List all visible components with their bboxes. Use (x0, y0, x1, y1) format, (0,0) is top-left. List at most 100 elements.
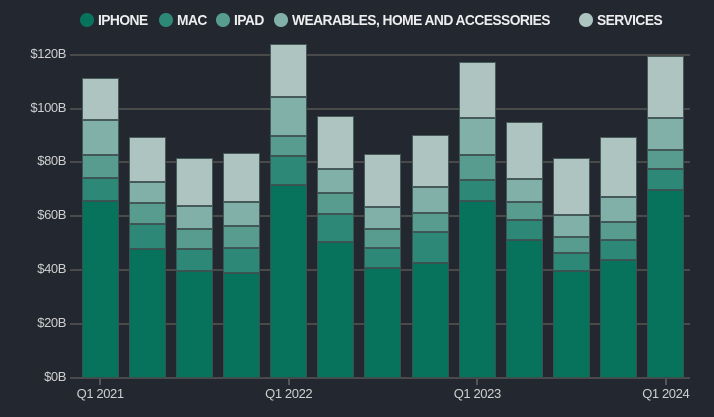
bar-segment-iphone[interactable] (128, 248, 166, 378)
legend-dot-icon (158, 13, 173, 27)
bar-segment-mac[interactable] (364, 248, 402, 269)
x-axis-tick (664, 379, 667, 385)
legend-dot-icon (273, 13, 288, 27)
x-axis-label: Q1 2024 (642, 386, 690, 401)
bar-segment-iphone[interactable] (364, 268, 402, 378)
bar-segment-ipad[interactable] (647, 150, 685, 170)
bar-segment-services[interactable] (505, 122, 543, 179)
bar-segment-services[interactable] (364, 154, 402, 208)
bar-segment-ipad[interactable] (270, 136, 308, 156)
x-axis-tick (287, 379, 290, 385)
bar-segment-wearables[interactable] (458, 118, 496, 155)
bar-segment-ipad[interactable] (128, 203, 166, 225)
bar-segment-ipad[interactable] (223, 226, 261, 249)
bar-segment-wearables[interactable] (411, 186, 449, 213)
bar-segment-wearables[interactable] (270, 96, 308, 137)
bar-segment-services[interactable] (411, 134, 449, 187)
bar-segment-wearables[interactable] (317, 169, 355, 194)
bar-segment-mac[interactable] (223, 248, 261, 274)
bar-segment-ipad[interactable] (175, 229, 213, 250)
bar-segment-wearables[interactable] (600, 197, 638, 223)
gridline (70, 377, 690, 379)
bar-segment-iphone[interactable] (411, 263, 449, 378)
bar-segment-mac[interactable] (317, 213, 355, 242)
y-axis-label: $0B (44, 369, 66, 384)
bar-segment-wearables[interactable] (553, 214, 590, 238)
bar-segment-ipad[interactable] (81, 155, 119, 178)
y-axis-label: $80B (37, 153, 66, 169)
bar-segment-services[interactable] (175, 158, 213, 206)
bar-segment-wearables[interactable] (223, 202, 261, 227)
bar-segment-services[interactable] (317, 116, 355, 170)
y-axis-label: $120B (30, 45, 66, 61)
legend-dot-icon (80, 13, 94, 27)
bar-segment-ipad[interactable] (458, 154, 496, 180)
legend-label: IPHONE (98, 11, 148, 29)
bar-segment-iphone[interactable] (223, 273, 261, 378)
bar-segment-mac[interactable] (505, 220, 543, 240)
y-axis-label: $60B (37, 207, 66, 223)
bar-segment-ipad[interactable] (411, 212, 449, 233)
legend-label: WEARABLES, HOME AND ACCESSORIES (291, 11, 550, 29)
bar-segment-mac[interactable] (270, 155, 308, 186)
bar-segment-services[interactable] (128, 136, 166, 183)
legend-label: IPAD (234, 11, 265, 29)
bar-segment-mac[interactable] (600, 239, 638, 260)
bar-segment-wearables[interactable] (128, 182, 166, 204)
legend-dot-icon (216, 13, 231, 27)
bar-segment-services[interactable] (458, 62, 496, 119)
gridline (70, 53, 690, 56)
bar-segment-services[interactable] (81, 77, 119, 121)
bar-segment-iphone[interactable] (175, 271, 213, 378)
bar-segment-wearables[interactable] (175, 205, 213, 230)
bar-segment-mac[interactable] (553, 252, 590, 272)
bar-segment-services[interactable] (270, 44, 308, 97)
bar-segment-wearables[interactable] (81, 120, 119, 156)
x-axis-label: Q1 2022 (265, 386, 313, 401)
bar-segment-mac[interactable] (647, 169, 685, 191)
bar-segment-services[interactable] (223, 153, 261, 203)
bar-segment-wearables[interactable] (647, 118, 685, 151)
bar-segment-iphone[interactable] (458, 200, 496, 378)
bar-segment-ipad[interactable] (553, 237, 590, 253)
x-axis-tick (99, 379, 102, 385)
y-axis-label: $100B (30, 99, 66, 115)
bar-segment-ipad[interactable] (600, 222, 638, 240)
legend-item: SERVICES (578, 11, 668, 29)
bar-segment-services[interactable] (647, 55, 685, 118)
bar-segment-wearables[interactable] (505, 178, 543, 203)
bar-segment-iphone[interactable] (270, 185, 308, 378)
legend-item: WEARABLES, HOME AND ACCESSORIES (273, 11, 572, 29)
bar-segment-mac[interactable] (81, 177, 119, 202)
bar-segment-iphone[interactable] (647, 190, 685, 378)
bar-segment-mac[interactable] (411, 232, 449, 264)
bar-segment-ipad[interactable] (317, 193, 355, 214)
y-axis-label: $20B (37, 315, 66, 331)
bar-segment-mac[interactable] (175, 249, 213, 272)
bar-segment-iphone[interactable] (553, 271, 590, 378)
bar-segment-iphone[interactable] (505, 239, 543, 378)
x-axis-tick (476, 379, 479, 385)
legend-label: SERVICES (596, 11, 663, 29)
bar-segment-services[interactable] (600, 137, 638, 198)
bar-segment-ipad[interactable] (364, 229, 402, 249)
bar-segment-services[interactable] (553, 157, 590, 215)
legend-item: IPHONE (80, 12, 152, 29)
legend-item: MAC (158, 11, 209, 29)
y-axis-label: $40B (37, 261, 66, 277)
legend-item: IPAD (216, 12, 266, 29)
bar-segment-wearables[interactable] (364, 207, 402, 229)
legend-label: MAC (176, 11, 207, 29)
bar-segment-iphone[interactable] (317, 241, 355, 378)
chart-legend: IPHONE MAC IPAD WEARABLES, HOME AND ACCESSO… (80, 9, 675, 31)
x-axis-label: Q1 2021 (76, 386, 124, 401)
bar-segment-iphone[interactable] (81, 201, 119, 378)
bar-segment-mac[interactable] (128, 224, 166, 249)
bar-segment-mac[interactable] (458, 179, 496, 201)
bar-segment-ipad[interactable] (505, 202, 543, 221)
x-axis-label: Q1 2023 (453, 386, 501, 401)
bar-segment-iphone[interactable] (600, 259, 638, 378)
gridline (70, 107, 690, 110)
legend-dot-icon (578, 13, 593, 27)
